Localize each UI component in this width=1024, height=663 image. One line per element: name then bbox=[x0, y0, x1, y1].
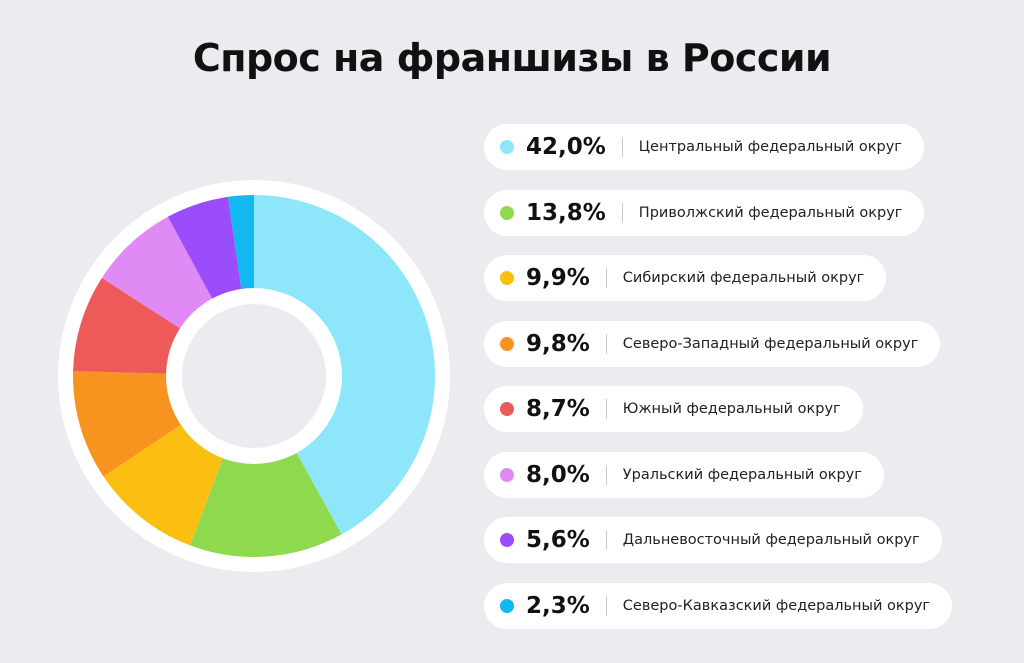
value-label: 13,8% bbox=[526, 199, 606, 226]
legend-item: 13,8% Приволжский федеральный округ bbox=[484, 189, 925, 236]
legend-dot bbox=[500, 402, 514, 416]
legend-label: Южный федеральный округ bbox=[622, 401, 841, 417]
value-label: 42,0% bbox=[526, 134, 606, 160]
separator bbox=[605, 464, 607, 485]
separator bbox=[605, 399, 607, 419]
legend-label: Дальневосточный федеральный округ bbox=[622, 532, 920, 548]
legend-dot bbox=[500, 533, 514, 547]
legend-item: 8,0% Уральский федеральный округ bbox=[484, 451, 884, 498]
value-label: 5,6% bbox=[526, 527, 590, 553]
separator bbox=[621, 202, 623, 223]
separator bbox=[621, 137, 623, 157]
legend-dot bbox=[500, 598, 514, 613]
legend-label: Сибирский федеральный округ bbox=[622, 270, 865, 286]
legend-dot bbox=[500, 467, 514, 482]
value-label: 9,8% bbox=[526, 330, 590, 357]
legend-item: 8,7% Южный федеральный округ bbox=[484, 386, 863, 432]
separator bbox=[605, 530, 607, 550]
separator bbox=[605, 595, 607, 616]
legend-label: Северо-Западный федеральный округ bbox=[622, 335, 919, 352]
legend-item: 2,3% Северо-Кавказский федеральный округ bbox=[484, 582, 953, 629]
value-label: 8,7% bbox=[526, 396, 590, 422]
legend-label: Северо-Кавказский федеральный округ bbox=[622, 597, 931, 614]
legend-dot bbox=[500, 205, 514, 220]
donut-hole bbox=[182, 304, 326, 448]
legend: 42,0% Центральный федеральный округ 13,8% П… bbox=[484, 124, 953, 648]
legend-dot bbox=[500, 336, 514, 351]
legend-item: 5,6% Дальневосточный федеральный округ bbox=[484, 517, 942, 563]
legend-label: Приволжский федеральный округ bbox=[638, 204, 903, 221]
legend-dot bbox=[500, 271, 514, 285]
legend-dot bbox=[500, 140, 514, 154]
value-label: 9,9% bbox=[526, 265, 590, 291]
separator bbox=[605, 333, 607, 354]
separator bbox=[605, 268, 607, 288]
value-label: 8,0% bbox=[526, 461, 590, 488]
legend-label: Центральный федеральный округ bbox=[638, 139, 902, 155]
legend-item: 9,9% Сибирский федеральный округ bbox=[484, 255, 887, 301]
chart bbox=[58, 180, 450, 572]
value-label: 2,3% bbox=[526, 592, 590, 619]
legend-item: 42,0% Центральный федеральный округ bbox=[484, 124, 924, 170]
legend-item: 9,8% Северо-Западный федеральный округ bbox=[484, 320, 941, 367]
slices bbox=[73, 195, 436, 558]
legend-label: Уральский федеральный округ bbox=[622, 466, 862, 483]
slice bbox=[190, 376, 342, 558]
chart-title: Спрос на франшизы в России bbox=[192, 36, 832, 80]
